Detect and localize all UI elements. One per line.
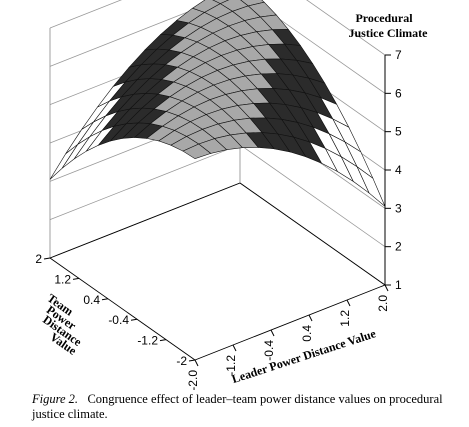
floor-edge [49, 257, 196, 361]
z-tick-label: 3 [395, 201, 402, 215]
z-axis-label-line2: Justice Climate [349, 26, 429, 40]
response-surface [49, 0, 386, 207]
z-tick-label: 1 [395, 278, 402, 292]
surface-cell [212, 0, 230, 4]
x-tick-mark [270, 329, 275, 337]
x-tick-label: 0.4 [300, 325, 314, 342]
z-gridline [49, 0, 386, 56]
figure-caption-text: Congruence effect of leader–team power d… [32, 392, 443, 421]
z-tick-label: 2 [395, 240, 402, 254]
y-tick-label: -1.2 [137, 334, 158, 348]
y-tick-mark [72, 277, 80, 280]
y-tick-mark [188, 359, 196, 362]
y-tick-label: 1.2 [54, 272, 71, 286]
y-tick-label: -2 [176, 354, 187, 368]
y-tick-label: 0.4 [83, 293, 100, 307]
x-tick-mark [194, 359, 199, 367]
figure-caption: Figure 2. Congruence effect of leader–te… [32, 392, 452, 422]
x-tick-mark [308, 314, 313, 322]
y-tick-label: 2 [35, 252, 42, 266]
x-tick-label: 1.2 [338, 310, 352, 327]
z-gridline [49, 0, 386, 94]
x-tick-label: 2.0 [376, 295, 390, 312]
y-tick-mark [159, 339, 167, 342]
x-tick-label: -0.4 [262, 340, 276, 361]
chart-axes: 1234567-2.0-1.2-0.40.41.22.021.20.4-0.4-… [35, 48, 402, 390]
z-tick-label: 4 [395, 163, 402, 177]
floor-edge [239, 182, 386, 286]
z-tick-label: 5 [395, 125, 402, 139]
x-tick-mark [346, 299, 351, 307]
x-tick-mark [384, 284, 389, 292]
floor-edge [49, 182, 241, 259]
z-tick-label: 7 [395, 48, 402, 62]
y-tick-mark [43, 257, 51, 260]
surface-cell [49, 143, 79, 180]
z-gridline [49, 182, 386, 286]
y-tick-mark [101, 298, 109, 301]
floor-edge [194, 284, 386, 361]
x-tick-mark [232, 344, 237, 352]
z-axis-label-line1: Procedural [355, 11, 413, 25]
y-tick-label: -0.4 [108, 313, 129, 327]
surface-chart: 1234567-2.0-1.2-0.40.41.22.021.20.4-0.4-… [35, 0, 429, 390]
z-tick-label: 6 [395, 86, 402, 100]
x-tick-label: -1.2 [224, 355, 238, 376]
y-tick-mark [130, 318, 138, 321]
x-tick-label: -2.0 [186, 370, 200, 390]
figure-label: Figure 2. [32, 392, 79, 406]
